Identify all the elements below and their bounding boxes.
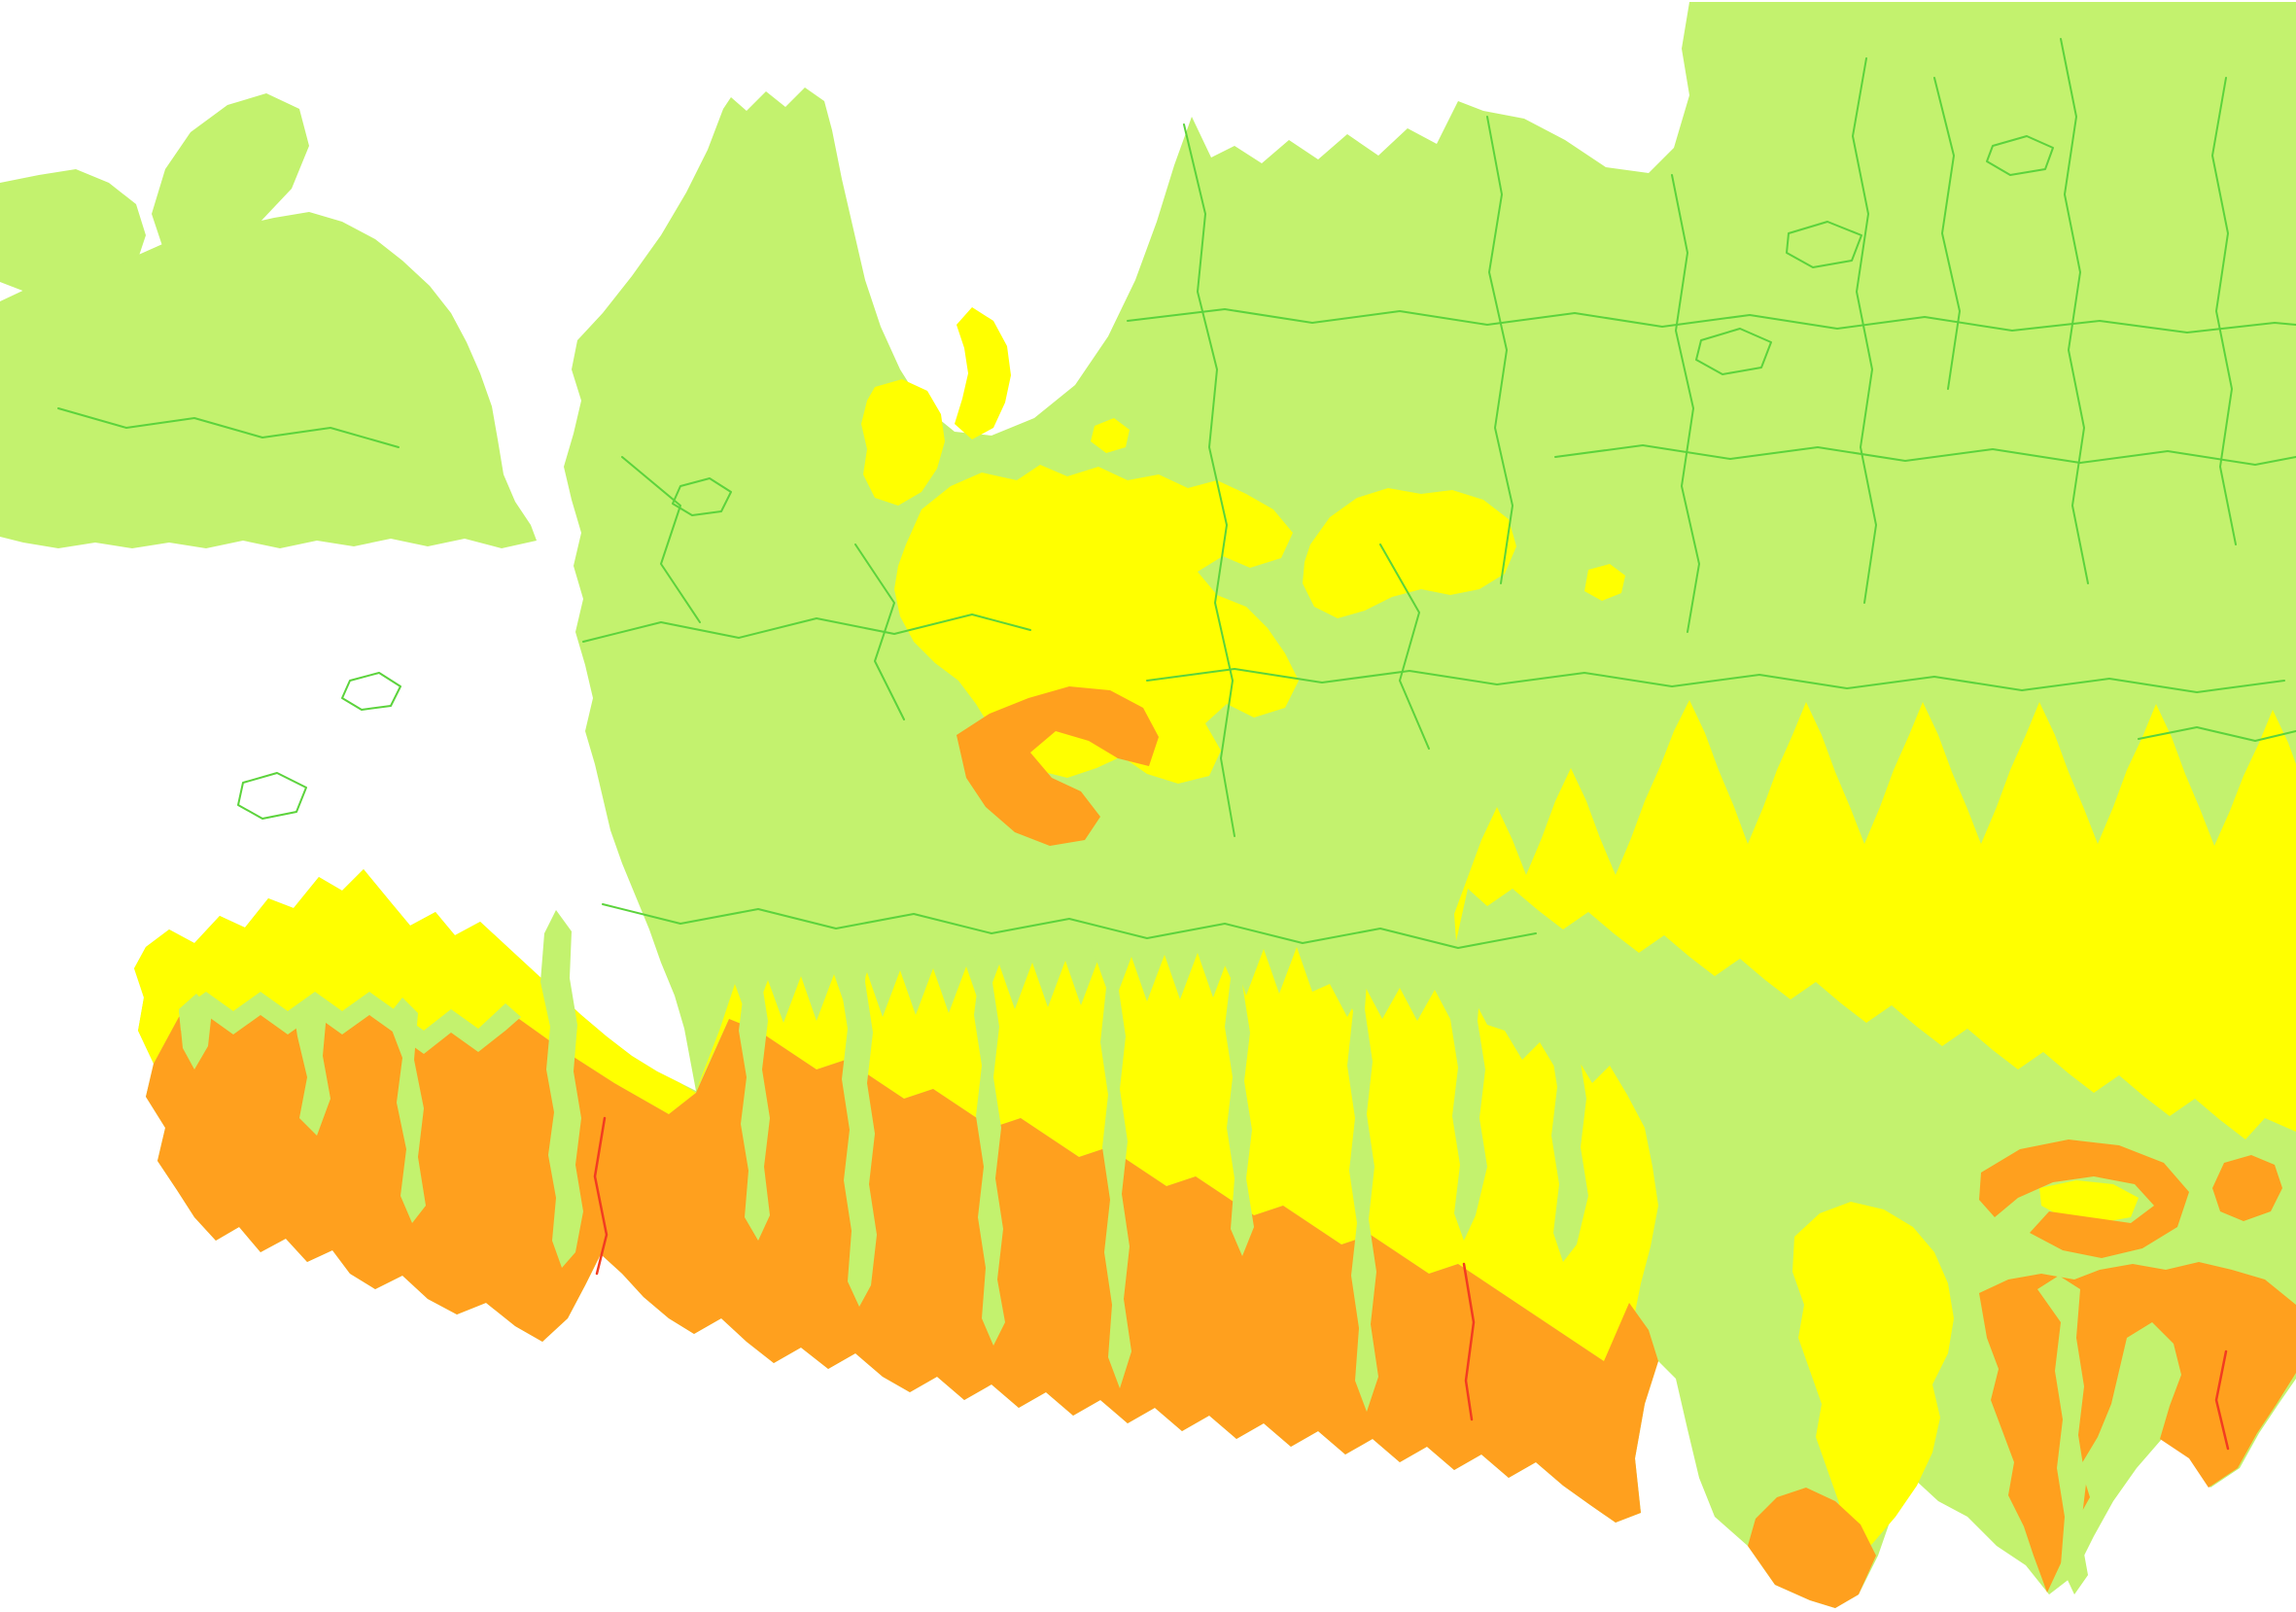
valley-overlay-layer-shape	[179, 992, 521, 1054]
border-lines-land-layer-shape	[602, 903, 1537, 949]
border-lines-land-layer-shape	[672, 477, 732, 516]
border-lines-land-layer-shape	[1671, 174, 1700, 633]
warning-severe-layer-shape	[146, 998, 1658, 1523]
border-lines-severe-layer-shape	[1462, 1262, 1476, 1421]
border-lines-land-layer-shape	[1127, 308, 2296, 333]
border-lines-land-layer-shape	[1695, 328, 1772, 375]
warning-severe-layer-shape	[1979, 1139, 2189, 1258]
border-lines-land-layer-shape	[1933, 77, 1961, 390]
border-lines-land-layer-shape	[2060, 38, 2089, 584]
valley-overlay-layer-shape	[731, 904, 770, 1241]
warning-moderate-layer-shape	[861, 379, 945, 506]
warning-severe-layer-shape	[1748, 1488, 1876, 1608]
border-lines-land-layer-shape	[1486, 116, 1513, 584]
valley-overlay-layer-shape	[387, 998, 426, 1223]
border-lines-severe-layer-shape	[593, 1116, 609, 1276]
border-lines-land-layer-shape	[2211, 77, 2237, 545]
border-lines-land-layer-shape	[57, 407, 400, 448]
valley-overlay-layer-shape	[1334, 935, 1378, 1412]
border-lines-land-layer-shape	[1379, 543, 1430, 750]
warning-moderate-layer-shape	[1792, 1202, 1954, 1559]
border-lines-land-layer-shape	[621, 456, 701, 623]
border-lines-land-layer-shape	[1146, 668, 2285, 693]
warning-moderate-layer	[134, 307, 2296, 1559]
border-lines-land-layer-shape	[341, 672, 401, 711]
land-layer-shape	[152, 93, 309, 259]
warning-severe-layer-shape	[957, 686, 1159, 846]
valley-overlay-layer-shape	[1544, 980, 1588, 1262]
warning-moderate-layer-shape	[1013, 548, 1069, 599]
valley-overlay-layer-shape	[834, 912, 877, 1307]
valley-overlay-layer-shape	[179, 994, 212, 1069]
valley-overlay-layer-shape	[1211, 914, 1254, 1256]
warning-moderate-layer-shape	[955, 307, 1011, 439]
border-lines-land-layer	[57, 38, 2296, 949]
warning-severe-layer-shape	[2212, 1155, 2282, 1221]
border-lines-land-layer-shape	[1554, 444, 2296, 466]
border-lines-land-layer-shape	[1183, 123, 1235, 837]
valley-overlay-layer-shape	[540, 910, 583, 1268]
border-lines-land-layer-shape	[2138, 726, 2296, 742]
border-lines-severe-layer	[593, 1116, 2230, 1451]
border-lines-land-layer-shape	[1986, 135, 2054, 176]
valley-overlay-layer-shape	[1087, 910, 1131, 1388]
land-layer-shape	[0, 212, 537, 548]
valley-overlay-layer-shape	[960, 904, 1005, 1346]
valley-overlay-layer-shape	[294, 998, 330, 1136]
warning-moderate-layer-shape	[1303, 488, 1516, 618]
valley-overlay-layer	[179, 904, 2088, 1594]
warning-moderate-layer-shape	[894, 465, 1299, 784]
warning-moderate-layer-shape	[696, 947, 1658, 1361]
border-lines-severe-layer-shape	[2214, 1349, 2230, 1451]
warning-moderate-layer-shape	[1091, 418, 1130, 453]
warning-moderate-layer-shape	[1584, 564, 1625, 601]
land-layer-shape	[0, 169, 146, 294]
valley-overlay-layer-shape	[1446, 951, 1487, 1241]
warning-moderate-layer-shape	[2039, 1180, 2139, 1223]
border-lines-land-layer-shape	[237, 772, 307, 820]
border-lines-land-layer-shape	[1852, 57, 1877, 604]
border-lines-land-layer-shape	[854, 543, 905, 720]
valley-overlay-layer-shape	[2037, 1276, 2088, 1594]
warning-moderate-layer-shape	[134, 869, 696, 1114]
warning-moderate-layer-shape	[1454, 700, 2296, 1139]
border-lines-land-layer-shape	[1786, 221, 1862, 268]
border-lines-land-layer-shape	[582, 613, 1031, 643]
